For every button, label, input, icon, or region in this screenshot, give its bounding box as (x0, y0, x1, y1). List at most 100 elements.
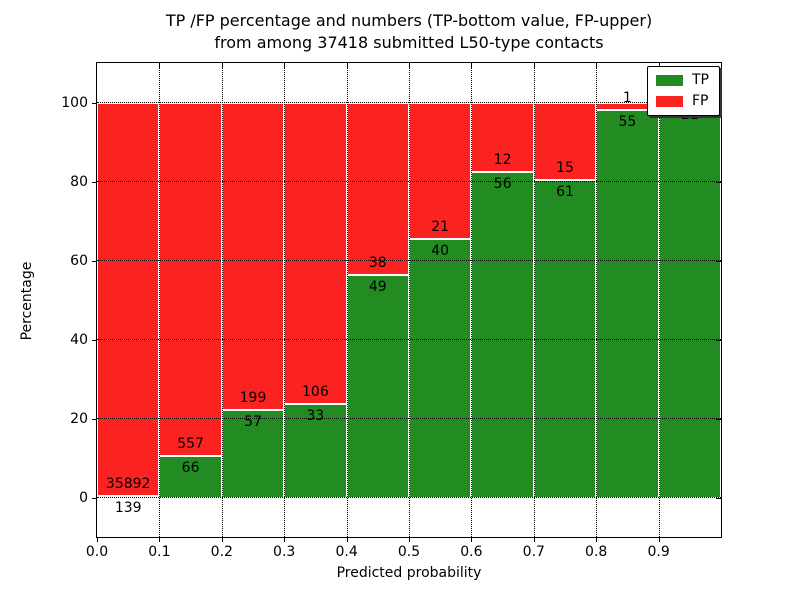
bar-segment-fp (159, 102, 222, 456)
x-tick (159, 537, 161, 542)
bar-segment-fp (409, 102, 472, 239)
y-tick-right (716, 181, 721, 183)
bar-label-tp: 57 (244, 413, 262, 430)
x-tick (658, 537, 660, 542)
y-tick-right (716, 497, 721, 499)
bar-segment-tp (346, 275, 409, 498)
x-tick-top (159, 63, 161, 68)
y-tick-label: 60 (70, 252, 88, 269)
x-tick-label: 0.9 (647, 544, 670, 560)
bar-label-fp: 35892 (105, 475, 151, 492)
x-tick-top (596, 63, 598, 68)
x-tick-label: 0.2 (210, 544, 233, 560)
bar-label-tp: 61 (556, 184, 574, 201)
bar-label-tp: 49 (368, 279, 387, 296)
x-tick (346, 537, 348, 542)
x-tick (97, 537, 98, 542)
bar-label-fp: 106 (302, 383, 329, 400)
legend-swatch-tp-icon (656, 75, 683, 86)
y-tick-label: 40 (70, 331, 88, 348)
x-tick (221, 537, 223, 542)
x-tick-top (284, 63, 286, 68)
y-tick (92, 260, 97, 262)
x-tick-label: 0.8 (585, 544, 608, 560)
bar-label-tp: 66 (181, 459, 200, 476)
legend-label-tp: TP (692, 72, 709, 88)
bar-label-fp: 557 (177, 435, 204, 452)
y-tick-label: 0 (79, 489, 88, 506)
chart-title-line1: TP /FP percentage and numbers (TP-bottom… (165, 11, 653, 30)
bar-segment-tp (471, 172, 534, 498)
x-tick-top (471, 63, 473, 68)
bar-label-fp: 1 (622, 89, 632, 106)
bar-segment-fp (533, 102, 597, 181)
chart-title-line2: from among 37418 submitted L50-type cont… (214, 33, 604, 52)
y-tick-label: 80 (70, 173, 88, 190)
bar-segment-tp (596, 109, 659, 498)
y-tick (92, 339, 97, 341)
gridline-vertical (159, 63, 161, 537)
y-axis-label: Percentage (19, 261, 35, 341)
gridline-vertical (346, 63, 348, 537)
gridline-vertical (409, 63, 410, 537)
bar-label-tp: 33 (306, 407, 325, 424)
x-tick (409, 537, 410, 542)
legend-swatch-fp-icon (656, 96, 683, 107)
gridline-vertical (284, 63, 286, 537)
bar-label-fp: 21 (431, 218, 450, 235)
chart-title: TP /FP percentage and numbers (TP-bottom… (96, 10, 722, 54)
gridline-vertical (533, 63, 535, 537)
x-tick (284, 537, 286, 542)
y-tick (92, 102, 97, 104)
x-tick (471, 537, 473, 542)
bar-label-tp: 55 (618, 113, 637, 130)
x-tick-label: 0.3 (273, 544, 296, 560)
bar-label-fp: 12 (493, 152, 512, 169)
x-tick (596, 537, 598, 542)
y-tick (92, 181, 97, 183)
bar-label-tp: 139 (114, 499, 142, 516)
y-tick-label: 20 (70, 410, 88, 427)
bar-segment-tp (658, 102, 721, 498)
y-tick-right (716, 339, 721, 341)
bar-label-fp: 15 (556, 160, 574, 177)
x-tick-label: 0.1 (148, 544, 171, 560)
legend: TP FP (647, 66, 720, 116)
x-tick-top (658, 63, 660, 68)
x-tick-top (409, 63, 410, 68)
x-tick-label: 0.5 (397, 544, 421, 560)
x-tick-top (346, 63, 348, 68)
y-tick-right (716, 418, 721, 420)
bar-label-fp: 38 (368, 255, 387, 272)
bar-segment-fp (97, 102, 160, 496)
gridline-vertical (221, 63, 223, 537)
x-axis-label: Predicted probability (336, 565, 482, 581)
gridline-vertical (658, 63, 660, 537)
bar-label-tp: 56 (493, 176, 512, 193)
legend-label-fp: FP (692, 93, 709, 109)
bar-segment-tp (284, 403, 347, 498)
bar-segment-fp (346, 102, 409, 276)
x-tick-label: 0.7 (522, 544, 545, 560)
y-tick-label: 100 (61, 94, 88, 111)
x-tick (533, 537, 535, 542)
y-tick (92, 418, 97, 420)
bar-segment-tp (409, 238, 472, 498)
x-tick-label: 0.6 (460, 544, 483, 560)
gridline-vertical (596, 63, 598, 537)
x-tick-top (533, 63, 535, 68)
x-tick-top (221, 63, 223, 68)
legend-item-tp: TP (656, 73, 709, 88)
plot-area: 35892 139 557 66 199 57 106 33 38 49 21 40 12 56 15 61 1… (61, 62, 722, 560)
y-tick (92, 497, 97, 499)
bar-segment-fp (221, 102, 285, 410)
legend-item-fp: FP (656, 94, 709, 109)
bar-label-fp: 199 (239, 389, 267, 406)
y-tick-right (716, 260, 721, 262)
bar-segment-fp (284, 102, 347, 404)
gridline-vertical (471, 63, 473, 537)
x-tick-label: 0.4 (335, 544, 358, 560)
bar-label-tp: 40 (431, 242, 450, 259)
x-tick-label: 0.0 (85, 544, 109, 560)
